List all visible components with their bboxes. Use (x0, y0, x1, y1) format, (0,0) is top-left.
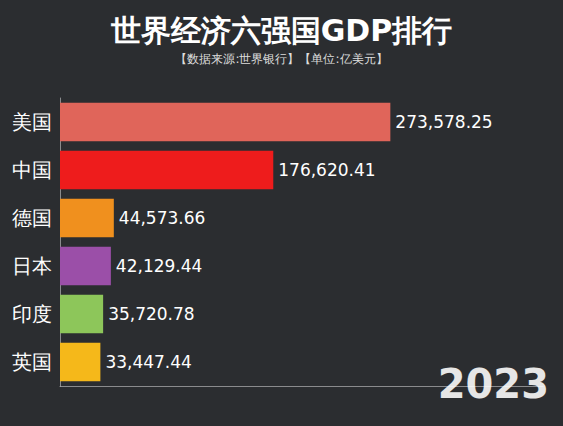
svg-text:日本: 日本 (12, 254, 52, 278)
svg-text:美国: 美国 (12, 110, 52, 134)
svg-text:35,720.78: 35,720.78 (108, 304, 195, 324)
svg-text:【数据来源:世界银行】【单位:亿美元】: 【数据来源:世界银行】【单位:亿美元】 (175, 52, 387, 66)
svg-text:英国: 英国 (12, 350, 52, 374)
svg-text:44,573.66: 44,573.66 (119, 208, 206, 228)
svg-text:世界经济六强国GDP排行: 世界经济六强国GDP排行 (110, 13, 453, 48)
svg-text:印度: 印度 (12, 302, 52, 326)
svg-text:中国: 中国 (12, 158, 52, 182)
svg-text:德国: 德国 (12, 206, 52, 230)
svg-text:33,447.44: 33,447.44 (105, 352, 192, 372)
svg-text:176,620.41: 176,620.41 (278, 160, 375, 180)
svg-text:273,578.25: 273,578.25 (395, 112, 492, 132)
svg-text:42,129.44: 42,129.44 (116, 256, 203, 276)
svg-text:2023: 2023 (438, 361, 549, 407)
